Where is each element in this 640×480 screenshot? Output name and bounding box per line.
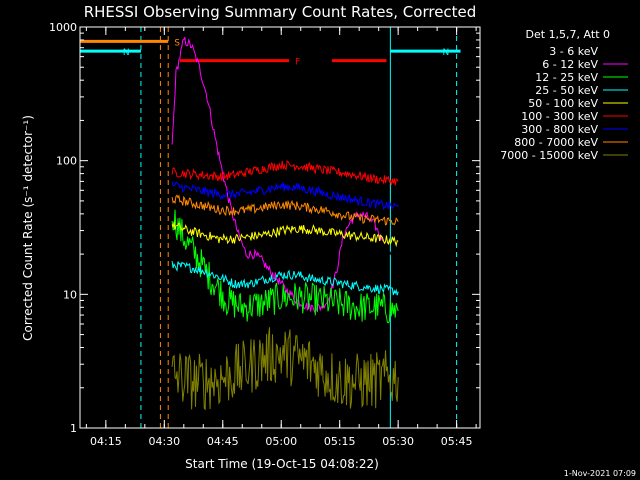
- annotation-label-2: N: [443, 48, 450, 58]
- annotation-label-3: F: [295, 58, 300, 68]
- legend-label-7: 800 - 7000 keV: [514, 136, 598, 149]
- series-line-0: [171, 66, 399, 261]
- x-tick-label-6: 05:45: [441, 435, 473, 448]
- series-line-4: [171, 221, 399, 248]
- y-tick-label-0: 1: [70, 422, 77, 435]
- series-line-8: [171, 327, 399, 411]
- x-tick-label-0: 04:15: [90, 435, 122, 448]
- legend-label-1: 6 - 12 keV: [542, 58, 598, 71]
- chart-title: RHESSI Observing Summary Count Rates, Co…: [84, 3, 477, 21]
- x-tick-label-3: 05:00: [265, 435, 297, 448]
- annotation-label-1: N: [123, 48, 130, 58]
- legend-label-5: 100 - 300 keV: [521, 110, 598, 123]
- legend-label-2: 12 - 25 keV: [535, 71, 598, 84]
- x-axis-label: Start Time (19-Oct-15 04:08:22): [185, 457, 379, 471]
- plot-area: S N N F: [79, 27, 461, 428]
- y-axis-label: Corrected Count Rate (s⁻¹ detector⁻¹): [21, 115, 35, 341]
- legend-title: Det 1,5,7, Att 0: [526, 28, 610, 41]
- series-line-5: [171, 160, 399, 186]
- y-tick-label-1: 10: [63, 288, 77, 301]
- y-tick-label-2: 100: [56, 155, 77, 168]
- series-line-2: [171, 209, 399, 324]
- legend-label-4: 50 - 100 keV: [528, 97, 598, 110]
- x-tick-label-4: 05:15: [324, 435, 356, 448]
- series-line-6: [171, 181, 399, 211]
- annotation-label-0: S: [174, 38, 180, 48]
- x-tick-label-5: 05:30: [382, 435, 414, 448]
- legend-label-0: 3 - 6 keV: [549, 45, 598, 58]
- series-line-7: [171, 194, 399, 226]
- series-line-1: [171, 36, 384, 313]
- legend-label-6: 300 - 800 keV: [521, 123, 598, 136]
- x-axis: 04:15 04:30 04:45 05:00 05:15 05:30 05:45: [85, 27, 477, 448]
- plot-frame: [79, 26, 481, 429]
- legend-label-3: 25 - 50 keV: [535, 84, 598, 97]
- x-tick-label-1: 04:30: [148, 435, 180, 448]
- x-tick-label-2: 04:45: [207, 435, 239, 448]
- y-tick-label-3: 1000: [49, 21, 77, 34]
- legend-label-8: 7000 - 15000 keV: [500, 149, 598, 162]
- timestamp: 1-Nov-2021 07:09: [564, 469, 636, 478]
- series-line-3: [171, 261, 399, 296]
- y-axis: 1 10 100 1000: [49, 21, 480, 435]
